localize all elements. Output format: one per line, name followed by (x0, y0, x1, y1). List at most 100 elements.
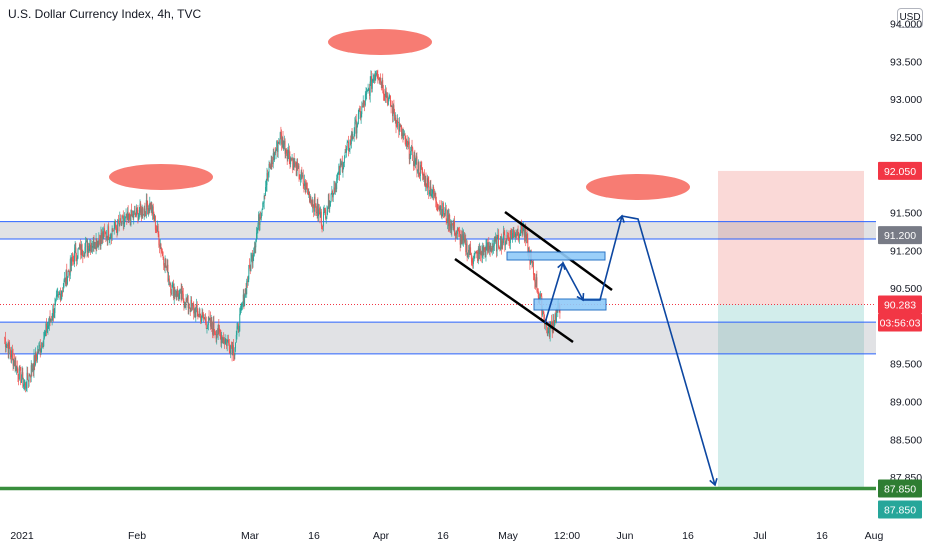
candle (228, 338, 230, 354)
candle-body (198, 314, 200, 318)
candle (149, 196, 151, 214)
candle-body (124, 216, 126, 219)
candle-body (334, 183, 336, 192)
candle (300, 169, 302, 183)
candle-body (460, 235, 462, 245)
candle-body (508, 236, 510, 240)
candle (468, 244, 470, 258)
candle-body (520, 221, 522, 234)
candle (403, 128, 405, 140)
candle (514, 230, 516, 238)
candle-body (355, 119, 356, 122)
candle-body (89, 244, 91, 249)
candle-body (502, 231, 504, 244)
right-shoulder-ellipse (586, 174, 690, 200)
candle-body (178, 293, 180, 300)
candle (417, 159, 419, 177)
candle-body (466, 243, 468, 257)
candle-body (186, 295, 188, 302)
candle-body (252, 255, 254, 263)
candle-body (336, 178, 338, 190)
candle-body (44, 330, 46, 332)
candle (111, 225, 113, 241)
candle-body (25, 388, 27, 389)
candle-body (458, 230, 460, 232)
candle-body (417, 170, 419, 172)
candle (427, 176, 429, 188)
candle (177, 286, 179, 297)
candle-body (261, 209, 263, 214)
candle-body (507, 236, 509, 237)
chart-title: U.S. Dollar Currency Index, 4h, TVC (8, 7, 202, 21)
candle (420, 160, 422, 174)
candle (407, 140, 409, 148)
candle (143, 214, 144, 216)
candle (373, 74, 375, 84)
candle (477, 250, 479, 264)
candle-body (518, 236, 520, 239)
candle-body (101, 232, 103, 238)
candle (281, 129, 283, 151)
y-tick-label: 89.000 (890, 397, 922, 409)
candle-body (173, 283, 174, 298)
candle-body (454, 221, 456, 235)
candle (306, 180, 308, 190)
candle-body (548, 324, 550, 332)
candle-body (98, 238, 100, 246)
candle (122, 210, 124, 231)
candle-body (392, 106, 393, 117)
candle (212, 316, 214, 336)
candle (142, 206, 144, 219)
candle (253, 247, 255, 262)
candle-body (159, 245, 160, 247)
candle-body (44, 331, 45, 339)
candle (360, 111, 362, 124)
candle (429, 189, 430, 197)
candle (15, 356, 17, 372)
candle-body (195, 308, 197, 318)
currency-badge[interactable]: USD (897, 8, 923, 28)
candle (340, 158, 342, 168)
candle (216, 328, 218, 338)
candle (155, 225, 157, 234)
candle-body (120, 218, 121, 222)
candle-body (159, 244, 161, 247)
candle-body (410, 151, 412, 159)
candle-body (180, 289, 181, 291)
candle (386, 92, 388, 99)
candle-body (122, 215, 124, 217)
candle (11, 344, 13, 361)
candle-body (480, 251, 482, 255)
candle (295, 161, 297, 176)
candle-body (436, 203, 438, 208)
candle (479, 245, 481, 262)
candle-body (424, 174, 426, 186)
candle (309, 193, 311, 204)
candle (301, 166, 303, 180)
candle-body (312, 200, 314, 207)
candle-body (203, 318, 205, 320)
candle-body (477, 248, 479, 262)
candle-body (249, 265, 250, 268)
candle (32, 363, 34, 373)
candle (124, 216, 126, 222)
candle (424, 175, 426, 192)
candle (408, 137, 410, 165)
candle (251, 252, 253, 262)
candle (227, 339, 229, 343)
candle (403, 130, 405, 136)
candle-body (170, 284, 172, 294)
candle (389, 94, 391, 100)
candle-body (38, 345, 40, 354)
candle-body (325, 216, 327, 219)
candle (219, 328, 221, 340)
candle-body (190, 299, 192, 312)
candle (136, 204, 137, 218)
candle-body (411, 146, 413, 148)
candle (369, 76, 371, 103)
candle (190, 295, 192, 313)
candle-body (525, 228, 527, 240)
candle (191, 296, 193, 312)
candle-body (200, 318, 202, 323)
